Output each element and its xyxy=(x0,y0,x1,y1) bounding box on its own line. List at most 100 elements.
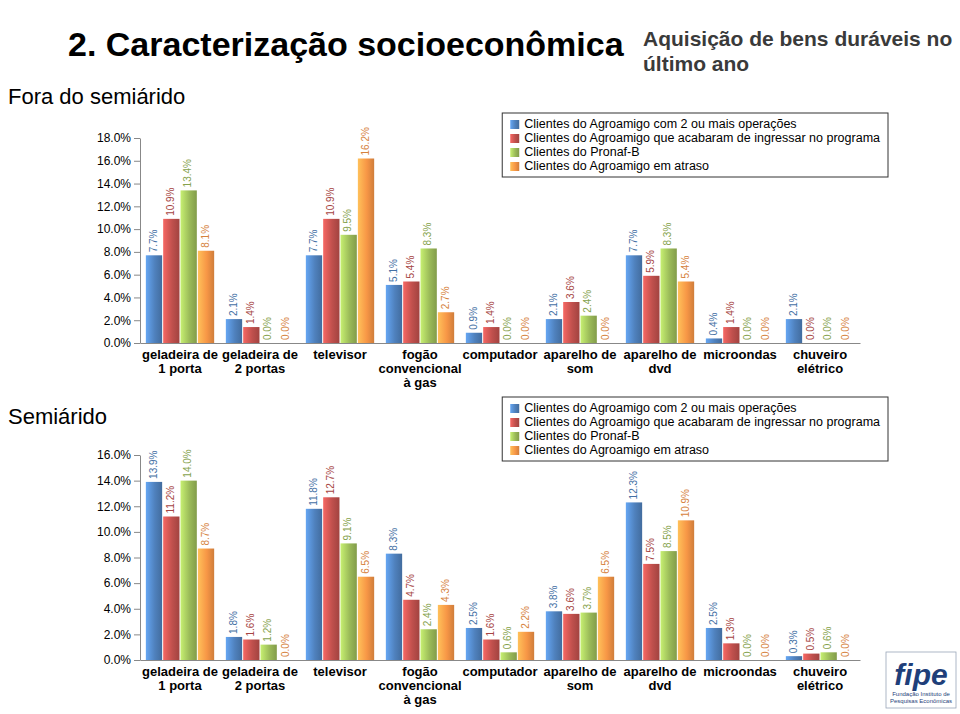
y-tick-mark xyxy=(134,506,140,507)
bars xyxy=(146,159,802,344)
data-label: 6.5% xyxy=(360,551,371,574)
legend: Clientes do Agroamigo com 2 ou mais oper… xyxy=(502,397,888,461)
bar xyxy=(661,248,677,343)
data-label: 0.0% xyxy=(742,634,753,657)
bar xyxy=(626,502,642,660)
legend-label: Clientes do Agroamigo com 2 ou mais oper… xyxy=(524,117,796,131)
bar xyxy=(403,600,419,660)
bar xyxy=(626,255,642,343)
bar xyxy=(786,319,802,343)
bar xyxy=(501,652,517,660)
y-tick: 0.0% xyxy=(104,653,140,667)
bar xyxy=(243,640,259,661)
bar xyxy=(278,343,294,344)
data-label: 2.1% xyxy=(228,293,239,316)
legend-label: Clientes do Agroamigo que acabaram de in… xyxy=(524,415,880,429)
bar xyxy=(261,645,277,660)
bar xyxy=(581,613,597,660)
bar xyxy=(723,643,739,660)
data-label: 4.7% xyxy=(405,574,416,597)
y-tick-label: 10.0% xyxy=(97,525,131,539)
y-tick-mark xyxy=(134,275,140,276)
bar xyxy=(563,614,579,660)
y-tick: 6.0% xyxy=(104,268,140,282)
x-tick-label: aparelho desom xyxy=(544,664,617,693)
y-tick-label: 18.0% xyxy=(97,131,131,145)
bar xyxy=(261,343,277,344)
data-label: 11.8% xyxy=(308,478,319,506)
y-tick-label: 16.0% xyxy=(97,154,131,168)
y-tick-label: 14.0% xyxy=(97,177,131,191)
y-tick-mark xyxy=(134,320,140,321)
bar xyxy=(643,276,659,343)
data-label: 8.3% xyxy=(662,223,673,246)
chart: Semiárido13.9%1.8%11.8%8.3%2.5%3.8%12.3%… xyxy=(8,397,888,707)
page-subtitle: Aquisição de bens duráveis no xyxy=(643,27,952,50)
x-axis: geladeira de1 portageladeira de2 portast… xyxy=(141,344,861,391)
bar xyxy=(358,577,374,660)
y-tick-mark xyxy=(134,229,140,230)
bar xyxy=(483,640,499,661)
x-axis: geladeira de1 portageladeira de2 portast… xyxy=(141,661,861,708)
data-label: 0.0% xyxy=(822,317,833,340)
data-label: 0.3% xyxy=(788,630,799,653)
bar xyxy=(803,343,819,344)
data-label: 0.0% xyxy=(840,317,851,340)
y-tick-label: 12.0% xyxy=(97,500,131,514)
data-label: 0.0% xyxy=(760,317,771,340)
data-label: 0.5% xyxy=(805,628,816,651)
bar xyxy=(598,577,614,660)
legend-swatch xyxy=(510,120,519,129)
legend-swatch xyxy=(510,162,519,171)
legend-swatch xyxy=(510,148,519,157)
data-label: 1.4% xyxy=(725,301,736,324)
data-label: 8.7% xyxy=(200,523,211,546)
x-tick: chuveiroelétrico xyxy=(793,347,847,376)
y-tick-mark xyxy=(134,634,140,635)
data-label: 0.0% xyxy=(600,317,611,340)
bar xyxy=(678,282,694,344)
bar xyxy=(341,235,357,343)
bar xyxy=(306,509,322,660)
x-tick: aparelho dedvd xyxy=(624,347,697,376)
bar xyxy=(243,327,259,343)
y-tick: 2.0% xyxy=(104,628,140,642)
y-tick-mark xyxy=(134,481,140,482)
y-tick: 0.0% xyxy=(104,336,140,350)
legend-swatch xyxy=(510,134,519,143)
bar xyxy=(421,248,437,343)
legend-label: Clientes do Agroamigo que acabaram de in… xyxy=(524,131,880,145)
bars xyxy=(146,481,837,660)
data-label: 13.9% xyxy=(148,450,159,478)
data-labels: 13.9%1.8%11.8%8.3%2.5%3.8%12.3%2.5%0.3%1… xyxy=(148,449,851,657)
y-tick-mark xyxy=(134,161,140,162)
bar xyxy=(581,316,597,343)
y-axis-line xyxy=(140,456,141,661)
data-label: 1.8% xyxy=(228,611,239,634)
data-label: 2.7% xyxy=(440,286,451,309)
x-tick-label: televisor xyxy=(313,347,366,362)
y-tick: 10.0% xyxy=(97,222,140,236)
bar xyxy=(723,327,739,343)
data-label: 10.9% xyxy=(680,489,691,517)
y-tick-label: 2.0% xyxy=(104,314,132,328)
bar xyxy=(386,285,402,343)
bar xyxy=(466,333,482,343)
y-tick: 12.0% xyxy=(97,500,140,514)
y-tick: 10.0% xyxy=(97,525,140,539)
y-tick-label: 8.0% xyxy=(104,245,132,259)
data-label: 1.4% xyxy=(245,301,256,324)
bar xyxy=(163,517,179,661)
bar xyxy=(323,497,339,660)
data-label: 5.1% xyxy=(388,259,399,282)
bar xyxy=(598,343,614,344)
y-tick: 2.0% xyxy=(104,314,140,328)
legend-label: Clientes do Agroamigo em atraso xyxy=(524,159,709,173)
data-label: 7.7% xyxy=(308,229,319,252)
data-label: 14.0% xyxy=(182,449,193,477)
legend-swatch xyxy=(510,418,519,427)
data-label: 16.2% xyxy=(360,127,371,155)
x-tick: microondas xyxy=(703,347,777,362)
y-tick: 4.0% xyxy=(104,291,140,305)
bar xyxy=(741,343,757,344)
